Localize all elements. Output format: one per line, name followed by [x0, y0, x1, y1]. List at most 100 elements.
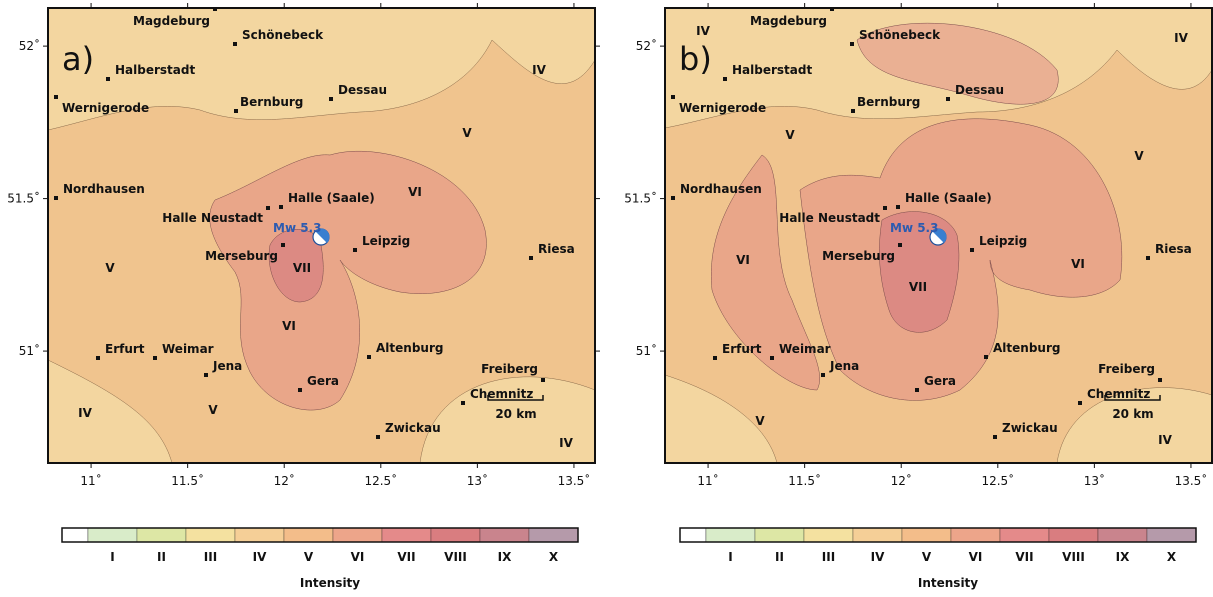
colorbar-swatch — [706, 528, 755, 542]
x-tick-label: 11.5˚ — [171, 473, 204, 488]
colorbar-swatch — [333, 528, 382, 542]
zone-label: V — [755, 414, 765, 428]
x-tick-label: 13˚ — [467, 473, 488, 488]
colorbar-title: Intensity — [300, 576, 360, 590]
city-label: Bernburg — [857, 95, 920, 109]
city-label: Chemnitz — [1087, 387, 1150, 401]
colorbar-blank — [62, 528, 88, 542]
city-marker — [266, 206, 270, 210]
city-marker — [883, 206, 887, 210]
colorbar-class-label: III — [204, 550, 217, 564]
colorbar-class-label: V — [922, 550, 932, 564]
map-panel: IVIVVVVIVIVIIVIVMagdeburgSchönebeckHalbe… — [624, 3, 1213, 488]
x-tick-label: 12˚ — [274, 473, 295, 488]
x-tick-label: 11.5˚ — [788, 473, 821, 488]
zone-label: V — [785, 128, 795, 142]
city-marker — [233, 42, 237, 46]
city-marker — [204, 373, 208, 377]
city-label: Magdeburg — [133, 14, 210, 28]
city-marker — [898, 243, 902, 247]
city-marker — [850, 42, 854, 46]
colorbar-class-label: IX — [498, 550, 512, 564]
city-label: Weimar — [779, 342, 831, 356]
city-label: Jena — [829, 359, 859, 373]
city-marker — [993, 435, 997, 439]
colorbar-swatch — [284, 528, 333, 542]
colorbar-swatch — [1049, 528, 1098, 542]
colorbar-class-label: IV — [871, 550, 885, 564]
colorbar-swatch — [804, 528, 853, 542]
city-marker — [153, 356, 157, 360]
colorbar-class-label: VII — [397, 550, 415, 564]
city-label: Nordhausen — [680, 182, 762, 196]
zone-label: VII — [909, 280, 927, 294]
city-marker — [1158, 378, 1162, 382]
city-label: Freiberg — [1098, 362, 1155, 376]
city-label: Jena — [212, 359, 242, 373]
colorbar-class-label: VIII — [1062, 550, 1085, 564]
colorbar-class-label: IX — [1116, 550, 1130, 564]
city-label: Zwickau — [385, 421, 441, 435]
city-label: Altenburg — [376, 341, 443, 355]
city-label: Zwickau — [1002, 421, 1058, 435]
colorbar-swatch — [529, 528, 578, 542]
city-label: Altenburg — [993, 341, 1060, 355]
city-marker — [54, 196, 58, 200]
x-tick-label: 13˚ — [1084, 473, 1105, 488]
x-tick-label: 12.5˚ — [364, 473, 397, 488]
city-label: Leipzig — [979, 234, 1027, 248]
colorbar-class-label: II — [775, 550, 784, 564]
city-label: Freiberg — [481, 362, 538, 376]
colorbar-swatch — [88, 528, 137, 542]
city-marker — [915, 388, 919, 392]
colorbar-swatch — [1000, 528, 1049, 542]
city-label: Halberstadt — [732, 63, 812, 77]
colorbar-class-label: VIII — [444, 550, 467, 564]
colorbar-title: Intensity — [918, 576, 978, 590]
y-tick-label: 51˚ — [19, 343, 40, 358]
colorbar-blank — [680, 528, 706, 542]
city-marker — [896, 205, 900, 209]
city-marker — [329, 97, 333, 101]
city-marker — [234, 109, 238, 113]
city-marker — [281, 243, 285, 247]
colorbar-class-label: IV — [253, 550, 267, 564]
zone-label: VI — [282, 319, 296, 333]
colorbar-class-label: X — [549, 550, 559, 564]
city-marker — [461, 401, 465, 405]
zone-label: IV — [1158, 433, 1172, 447]
city-marker — [713, 356, 717, 360]
city-marker — [723, 77, 727, 81]
panel-label: a) — [62, 40, 94, 78]
city-marker — [529, 256, 533, 260]
city-marker — [367, 355, 371, 359]
city-label: Dessau — [955, 83, 1004, 97]
colorbar-swatch — [902, 528, 951, 542]
colorbar-swatch — [853, 528, 902, 542]
zone-label: V — [1134, 149, 1144, 163]
zone-label: V — [208, 403, 218, 417]
city-label: Dessau — [338, 83, 387, 97]
x-tick-label: 13.5˚ — [1175, 473, 1208, 488]
event-label: Mw 5.3 — [273, 221, 321, 235]
city-marker — [946, 97, 950, 101]
city-label: Riesa — [538, 242, 575, 256]
colorbar-swatch — [431, 528, 480, 542]
zone-label: IV — [559, 436, 573, 450]
zone-label: IV — [78, 406, 92, 420]
city-label: Merseburg — [822, 249, 895, 263]
zone-label: V — [462, 126, 472, 140]
colorbar-class-label: II — [157, 550, 166, 564]
colorbar-class-label: III — [822, 550, 835, 564]
colorbar-swatch — [480, 528, 529, 542]
city-label: Gera — [924, 374, 956, 388]
city-marker — [821, 373, 825, 377]
zone-label: VII — [293, 261, 311, 275]
city-marker — [353, 248, 357, 252]
x-tick-label: 12˚ — [891, 473, 912, 488]
city-marker — [279, 205, 283, 209]
colorbar-class-label: X — [1167, 550, 1177, 564]
city-label: Chemnitz — [470, 387, 533, 401]
